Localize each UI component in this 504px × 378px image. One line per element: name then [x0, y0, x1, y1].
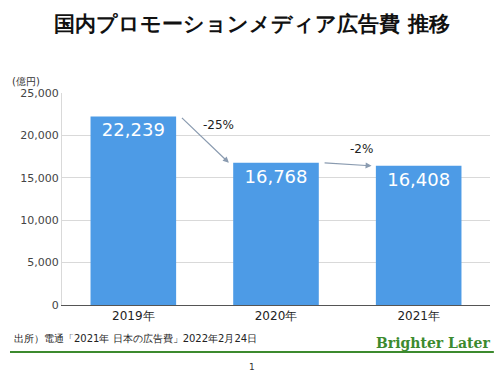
svg-text:5,000: 5,000 — [27, 256, 59, 269]
svg-text:2021年: 2021年 — [397, 309, 440, 323]
svg-text:-2%: -2% — [350, 142, 373, 156]
svg-text:16,768: 16,768 — [245, 166, 308, 187]
svg-text:2020年: 2020年 — [255, 309, 298, 323]
svg-text:0: 0 — [52, 299, 59, 312]
svg-text:2019年: 2019年 — [112, 309, 155, 323]
svg-text:Brighter Later: Brighter Later — [376, 335, 490, 351]
svg-text:1: 1 — [249, 362, 255, 372]
svg-text:10,000: 10,000 — [20, 214, 59, 227]
svg-text:出所）電通「2021年 日本の広告費」2022年2月24日: 出所）電通「2021年 日本の広告費」2022年2月24日 — [14, 333, 257, 344]
svg-text:20,000: 20,000 — [20, 129, 59, 142]
svg-text:15,000: 15,000 — [20, 172, 59, 185]
svg-text:25,000: 25,000 — [20, 87, 59, 100]
svg-text:(億円): (億円) — [12, 76, 40, 87]
svg-text:国内プロモーションメディア広告費 推移: 国内プロモーションメディア広告費 推移 — [54, 12, 449, 36]
svg-text:-25%: -25% — [203, 118, 234, 132]
svg-text:16,408: 16,408 — [387, 169, 450, 190]
svg-text:22,239: 22,239 — [102, 119, 165, 140]
